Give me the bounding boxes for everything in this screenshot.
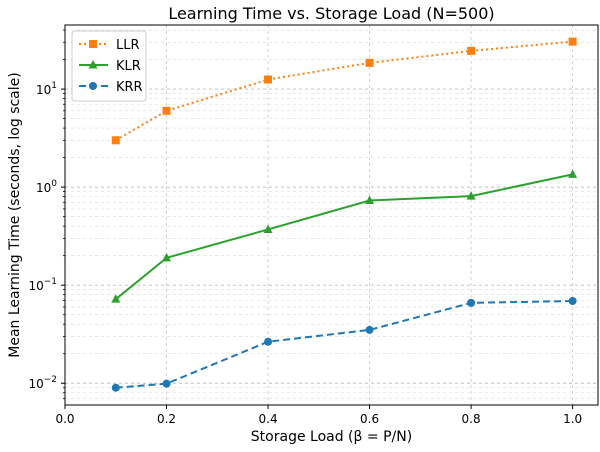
- data-point-klr: [466, 191, 476, 200]
- legend-label-krr: KRR: [116, 80, 143, 95]
- data-point-krr: [162, 379, 171, 388]
- x-tick-label: 0.0: [55, 412, 74, 426]
- x-tick-label: 1.0: [563, 412, 582, 426]
- data-point-krr: [111, 383, 120, 392]
- data-point-krr: [467, 298, 476, 307]
- data-point-klr: [568, 169, 578, 178]
- data-point-llr: [568, 37, 577, 46]
- data-point-llr: [365, 58, 374, 67]
- series-line-llr: [115, 40, 573, 142]
- axis-layer: 0.0 0.2 0.4 0.6 0.8 1.0 10−2 10−1 100 101: [28, 29, 582, 426]
- legend-entry-krr: KRR: [79, 80, 143, 95]
- legend-label-klr: KLR: [116, 59, 141, 74]
- data-point-klr: [365, 195, 375, 205]
- legend: LLR KLR KRR: [71, 30, 147, 102]
- x-tick-label: 0.2: [157, 412, 176, 426]
- series-llr: [111, 37, 577, 145]
- data-point-krr: [365, 325, 374, 334]
- x-tick-label: 0.8: [462, 412, 481, 426]
- x-axis-label: Storage Load (β = P/N): [251, 429, 412, 445]
- x-tick-label: 0.4: [259, 412, 278, 426]
- data-point-llr: [162, 106, 171, 115]
- series-klr: [111, 169, 578, 303]
- data-point-krr: [568, 296, 577, 305]
- data-point-klr: [111, 294, 121, 303]
- legend-marker-krr: [89, 82, 97, 90]
- y-tick-label: 10−1: [28, 277, 57, 293]
- series-krr: [111, 296, 577, 392]
- series-layer: [111, 37, 578, 392]
- data-point-krr: [264, 337, 273, 346]
- legend-entry-llr: LLR: [79, 38, 140, 53]
- series-line-krr: [115, 299, 573, 389]
- legend-entry-klr: KLR: [79, 59, 141, 74]
- legend-label-llr: LLR: [116, 38, 140, 53]
- series-line-klr: [115, 173, 573, 300]
- y-tick-label: 101: [36, 81, 57, 97]
- data-point-llr: [264, 75, 273, 84]
- plot-frame: [64, 24, 599, 406]
- data-point-llr: [467, 46, 476, 55]
- chart-title: Learning Time vs. Storage Load (N=500): [168, 4, 494, 23]
- data-point-klr: [162, 252, 172, 262]
- y-tick-label: 10−2: [28, 375, 57, 391]
- legend-marker-llr: [89, 40, 97, 48]
- data-point-klr: [263, 224, 273, 233]
- legend-marker-klr: [88, 60, 98, 69]
- data-point-llr: [111, 136, 120, 145]
- y-axis-label: Mean Learning Time (seconds, log scale): [7, 72, 23, 357]
- y-tick-label: 100: [36, 179, 57, 195]
- x-tick-label: 0.6: [360, 412, 379, 426]
